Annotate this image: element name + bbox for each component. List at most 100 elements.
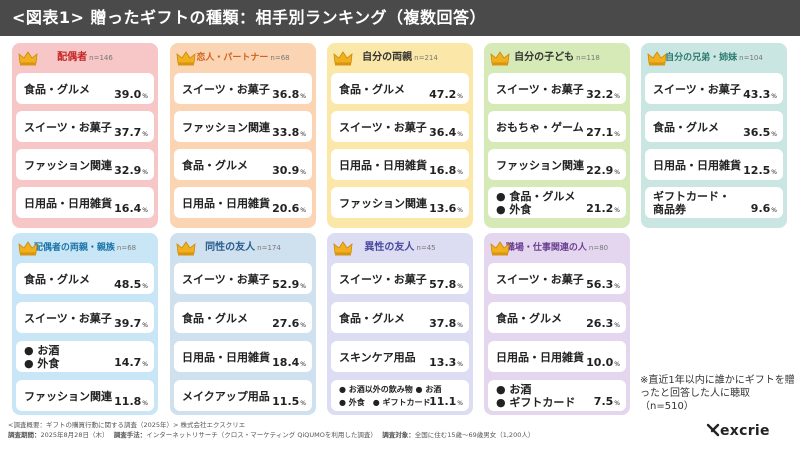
card-title: 自分の兄弟・姉妹 [665,53,738,63]
item-value: 43.3% [743,88,777,101]
percent-unit: % [457,322,463,329]
ranking-item: 食品・グルメ 30.9% [174,149,312,180]
ranking-item: 食品・グルメ 39.0% [16,73,154,104]
percent-unit: % [142,131,148,138]
percent-unit: % [457,400,463,407]
ranking-item: 日用品・日用雑貨 10.0% [488,341,626,372]
ranking-list: 食品・グルメ 39.0% スイーツ・お菓子 37.7% ファッション関連 32.9% 日用品… [16,73,154,218]
item-label-line: スイーツ・お菓子 [182,272,270,286]
ranking-item: スイーツ・お菓子 36.8% [174,73,312,104]
item-label-line: ファッション関連 [496,158,584,172]
item-label: おもちゃ・ゲーム [496,111,584,142]
percent-unit: % [771,131,777,138]
item-label: ファッション関連 [24,380,112,411]
item-label-line: 日用品・日用雑貨 [339,158,427,172]
card-header: 自分の両親 n=214 [331,47,469,69]
item-value: 11.1% [429,395,463,408]
item-value: 7.5% [594,395,620,408]
item-label-line: ● お酒 [496,382,532,396]
item-label-line: ファッション関連 [24,389,112,403]
item-label-line: ● 食品・グルメ [496,189,576,203]
item-label: ファッション関連 [339,187,427,218]
item-label-line: ● お酒以外の飲み物 ● お酒 [339,384,442,394]
item-value: 48.5% [114,278,148,291]
item-value-number: 14.7 [114,356,142,369]
percent-unit: % [614,322,620,329]
ranking-item: スイーツ・お菓子 36.4% [331,111,469,142]
item-label: 食品・グルメ [339,302,405,333]
item-value-number: 52.9 [272,278,300,291]
percent-unit: % [771,169,777,176]
item-value-number: 7.5 [593,395,614,408]
item-label: スイーツ・お菓子 [182,73,270,104]
item-label-line: 食品・グルメ [24,272,90,286]
item-label-line: スキンケア用品 [339,350,416,364]
percent-unit: % [142,93,148,100]
percent-unit: % [300,207,306,214]
item-value: 36.5% [743,126,777,139]
ranking-item: ギフトカード・ 商品券 9.6% [645,187,783,218]
percent-unit: % [142,207,148,214]
ranking-card: 同性の友人 n=174 スイーツ・お菓子 52.9% 食品・グルメ 27.6% 日用品・日用… [170,233,316,415]
percent-unit: % [771,207,777,214]
crown-icon [490,51,510,66]
item-value: 27.1% [586,126,620,139]
ranking-item: スイーツ・お菓子 43.3% [645,73,783,104]
ranking-list: スイーツ・お菓子 32.2% おもちゃ・ゲーム 27.1% ファッション関連 22.9% ●… [488,73,626,218]
percent-unit: % [614,93,620,100]
item-value: 22.9% [586,164,620,177]
item-label: ファッション関連 [182,111,270,142]
percent-unit: % [142,169,148,176]
item-value: 36.4% [429,126,463,139]
item-value: 9.6% [751,202,777,215]
item-label: 日用品・日用雑貨 [653,149,741,180]
ranking-card: 恋人・パートナー n=68 スイーツ・お菓子 36.8% ファッション関連 33.8% 食品… [170,43,316,228]
ranking-card: 自分の子ども n=118 スイーツ・お菓子 32.2% おもちゃ・ゲーム 27.1% ファッ… [484,43,630,228]
item-label: スイーツ・お菓子 [24,302,112,333]
ranking-card: 自分の兄弟・姉妹 n=104 スイーツ・お菓子 43.3% 食品・グルメ 36.5% 日用品… [641,43,787,228]
sample-size: n=146 [89,54,113,62]
ranking-item: スイーツ・お菓子 56.3% [488,263,626,294]
item-value: 18.4% [272,356,306,369]
percent-unit: % [300,400,306,407]
item-value-number: 47.2 [429,88,457,101]
ranking-item: 日用品・日用雑貨 12.5% [645,149,783,180]
percent-unit: % [457,93,463,100]
percent-unit: % [142,361,148,368]
item-label: 食品・グルメ [182,302,248,333]
item-label: スキンケア用品 [339,341,416,372]
item-value: 52.9% [272,278,306,291]
percent-unit: % [300,361,306,368]
ranking-item: ファッション関連 32.9% [16,149,154,180]
company-logo: excrie [706,423,770,439]
item-value: 39.0% [114,88,148,101]
ranking-list: スイーツ・お菓子 43.3% 食品・グルメ 36.5% 日用品・日用雑貨 12.5% ギフト… [645,73,783,218]
item-value-number: 33.8 [272,126,300,139]
footer-line1: <調査概要：ギフトの購買行動に関する調査（2025年）> 株式会社エクスクリエ [8,421,246,429]
card-title: 配偶者の両親・親族 [33,243,115,253]
item-label-line: スイーツ・お菓子 [24,120,112,134]
ranking-list: スイーツ・お菓子 36.8% ファッション関連 33.8% 食品・グルメ 30.9% 日用品… [174,73,312,218]
item-value: 13.6% [429,202,463,215]
page-title: <図表1> 贈ったギフトの種類：相手別ランキング（複数回答） [0,0,800,36]
item-value-number: 12.5 [743,164,771,177]
item-value: 30.9% [272,164,306,177]
percent-unit: % [457,207,463,214]
ranking-item: ● お酒 ● 外食 14.7% [16,341,154,372]
item-label: 日用品・日用雑貨 [496,341,584,372]
percent-unit: % [614,400,620,407]
item-value-number: 16.8 [429,164,457,177]
item-value-number: 32.9 [114,164,142,177]
item-label: ファッション関連 [496,149,584,180]
item-value-number: 27.6 [272,317,300,330]
item-value-number: 36.4 [429,126,457,139]
item-value-number: 36.8 [272,88,300,101]
item-value-number: 39.7 [114,317,142,330]
item-label-line: 食品・グルメ [339,311,405,325]
item-value-number: 13.6 [429,202,457,215]
item-label: 食品・グルメ [653,111,719,142]
sample-note: ※直近1年以内に誰かにギフトを贈ったと回答した人に聴取（n=510） [640,375,795,412]
ranking-item: ● お酒以外の飲み物 ● お酒 ● 外食 ● ギフトカード 11.1% [331,380,469,411]
ranking-list: スイーツ・お菓子 52.9% 食品・グルメ 27.6% 日用品・日用雑貨 18.4% メイク… [174,263,312,411]
sample-size: n=118 [576,54,600,62]
